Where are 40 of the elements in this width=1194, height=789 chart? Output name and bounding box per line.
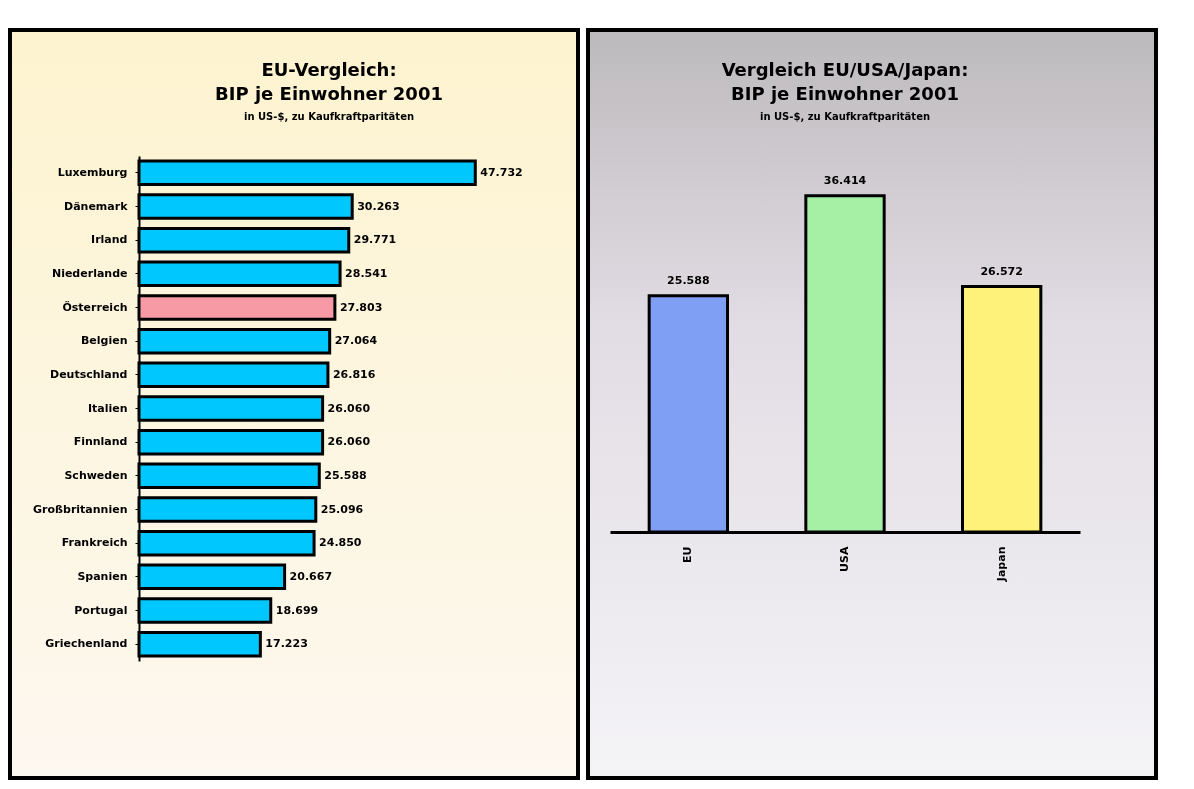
data-label: 18.699	[275, 603, 319, 617]
y-tick-label: Dänemark	[64, 199, 129, 213]
data-label: 28.541	[345, 266, 388, 280]
data-label: 27.803	[339, 300, 383, 314]
data-label: 26.572	[980, 264, 1023, 278]
y-tick-label: Österreich	[62, 299, 128, 314]
chart-subtitle: in US-$, zu Kaufkraftparitäten	[243, 111, 415, 122]
data-label: 29.771	[353, 233, 397, 247]
data-label: 36.414	[823, 173, 867, 187]
data-label: 30.263	[357, 199, 400, 213]
y-tick-label: Schweden	[64, 468, 128, 482]
y-tick-label: Portugal	[74, 603, 128, 617]
data-label: 25.588	[667, 273, 710, 287]
y-tick-label: Großbritannien	[33, 502, 128, 516]
data-label: 25.588	[324, 468, 367, 482]
y-tick-label: Deutschland	[50, 367, 128, 381]
data-label: 26.816	[332, 367, 376, 381]
x-tick-label: USA	[838, 546, 851, 572]
y-tick-label: Finnland	[73, 435, 128, 449]
y-tick-label: Spanien	[77, 569, 128, 583]
x-tick-label: EU	[681, 546, 695, 563]
y-tick-label: Luxemburg	[57, 165, 128, 179]
data-label: 27.064	[334, 334, 378, 348]
chart-title: EU-Vergleich: BIP je Einwohner 2001	[215, 59, 443, 104]
data-label: 25.096	[320, 502, 364, 516]
y-tick-label: Frankreich	[61, 536, 128, 550]
data-label: 20.667	[289, 569, 333, 583]
chart-subtitle: in US-$, zu Kaufkraftparitäten	[759, 111, 931, 122]
data-label: 47.732	[480, 165, 523, 179]
data-label: 26.060	[327, 435, 371, 449]
y-tick-label: Niederlande	[51, 266, 128, 280]
data-label: 26.060	[327, 401, 371, 415]
x-tick-label: Japan	[994, 546, 1008, 583]
y-tick-label: Belgien	[80, 334, 128, 348]
y-tick-label: Italien	[87, 401, 128, 415]
y-tick-label: Irland	[91, 233, 128, 247]
chart-title: Vergleich EU/USA/Japan: BIP je Einwohner 2001	[721, 59, 969, 104]
y-tick-label: Griechenland	[45, 637, 128, 651]
data-label: 24.850	[319, 536, 362, 550]
data-label: 17.223	[265, 637, 308, 651]
